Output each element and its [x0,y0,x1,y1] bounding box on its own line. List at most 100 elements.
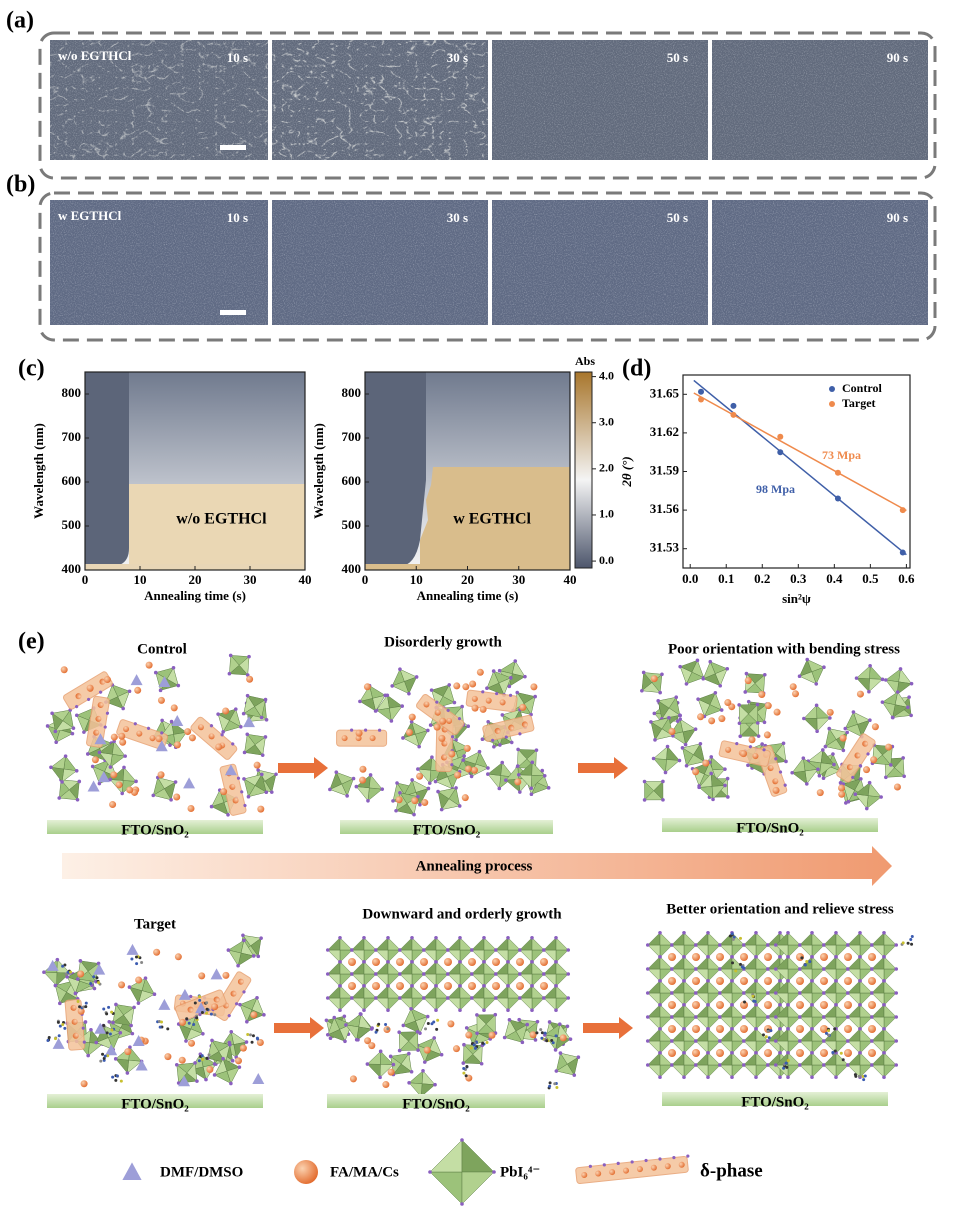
cation [519,703,527,711]
heatmap [364,371,571,571]
cation [72,1032,79,1039]
iodide [846,799,851,804]
iodide [725,666,730,671]
molecule-atom [213,1013,217,1017]
x-tick-label: 0 [82,572,89,587]
molecule-atom [539,1028,543,1032]
x-tick-label: 10 [410,572,423,587]
molecule-atom [824,1031,828,1035]
octahedron-face [881,701,896,719]
cation [109,801,117,809]
time-label: 10 s [227,50,248,65]
octahedron-face [743,932,757,946]
molecule-atom [192,1022,196,1026]
iodide [754,1050,758,1055]
molecule-atom [751,994,755,998]
iodide [493,948,498,952]
iodide [821,1063,826,1067]
molecule-atom [543,1031,547,1035]
cation [789,683,797,691]
iodide [174,1062,179,1067]
iodide [458,983,462,988]
molecule-atom [786,1058,790,1062]
iodide [516,772,521,777]
iodide [907,695,911,699]
cation [461,794,469,802]
cation [796,977,804,985]
iodide [737,703,741,707]
iodide [530,760,535,765]
octahedron-face [799,932,813,946]
iodide [869,943,874,947]
y-tick-label: 500 [62,517,82,532]
octahedron-face [643,790,664,801]
solvent [105,1044,118,1056]
crystal-cluster [325,935,571,1013]
iodide [395,781,399,785]
iodide [506,983,510,988]
octahedron-face [500,761,515,778]
octahedron-face [531,937,545,951]
octahedron-face [399,937,413,951]
cation [411,797,419,805]
iodide [325,972,330,976]
y-tick-label: 400 [342,561,362,576]
cation [764,953,772,961]
molecule-atom [730,932,734,936]
octahedron-face [847,932,861,946]
cation [716,977,724,985]
iodide [674,695,679,699]
iodide [709,755,714,759]
iodide [475,1031,479,1036]
cation [70,1004,77,1011]
octahedron-face [787,1028,801,1042]
cation [465,1031,473,1039]
iodide [245,1019,249,1024]
iodide [906,705,910,710]
iodide [128,1045,132,1049]
iodide [858,764,862,768]
cation [692,977,700,985]
iodide [354,784,359,789]
octahedron-face [695,1064,709,1078]
octahedron-face [429,1171,463,1205]
iodide [541,948,546,952]
iodide [409,1006,413,1011]
octahedron-face [435,997,449,1011]
octahedron-face [421,1070,436,1085]
molecule-atom [805,959,809,963]
cation [438,734,446,742]
cation [77,1007,85,1015]
molecule-atom [901,941,905,945]
iodide [645,943,650,947]
octahedron-face [859,1028,873,1042]
stage-title: Better orientation and relieve stress [666,901,894,917]
iodide [70,731,75,736]
cation [387,1068,395,1076]
molecule-atom [857,1074,861,1078]
iodide [529,786,534,791]
cation [447,1020,455,1028]
x-tick-label: 40 [564,572,577,587]
octahedron-face [335,771,355,785]
iodide [894,967,899,971]
iodide [894,943,899,947]
octahedron-face [710,756,726,771]
cation [826,708,834,716]
octahedron-face [408,1082,423,1098]
iodide [397,1048,402,1053]
iodide [841,748,846,753]
octahedron-face [791,757,806,774]
iodide [244,1040,249,1044]
iodide [726,795,730,799]
x-tick-label: 0.4 [826,571,843,586]
iodide [425,1014,430,1019]
iodide [754,1002,758,1007]
map-condition: w EGTHCl [453,511,531,528]
iodide [518,790,522,794]
molecule-atom [485,1041,489,1045]
cation [636,1166,643,1173]
iodide [439,807,444,812]
cation [740,977,748,985]
octahedron-face [515,1024,528,1043]
